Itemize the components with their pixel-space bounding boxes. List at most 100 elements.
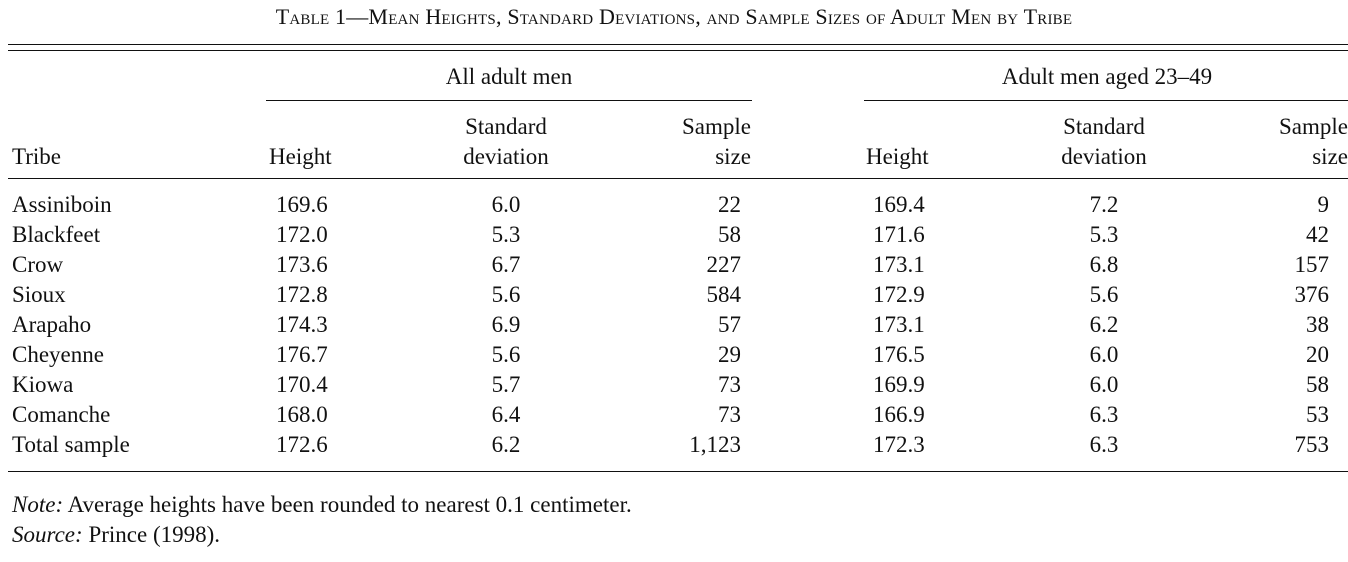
- cell-n-all: 57: [718, 312, 741, 337]
- header-n-all: Sample size: [620, 112, 751, 172]
- cell-tribe: Total sample: [12, 432, 130, 457]
- cell-n-aged: 753: [1294, 432, 1330, 457]
- cell-sd-all: 6.2: [491, 432, 521, 457]
- cell-sd-all: 5.7: [491, 372, 521, 397]
- table-row: Cheyenne 176.7 5.6 29 176.5 6.0 20: [0, 340, 1348, 370]
- cell-n-all: 73: [718, 402, 741, 427]
- table-notes: Note: Average heights have been rounded …: [12, 490, 632, 550]
- bottom-rule: [8, 471, 1348, 472]
- table-row: Assiniboin 169.6 6.0 22 169.4 7.2 9: [0, 190, 1348, 220]
- cell-height-aged: 173.1: [873, 312, 925, 337]
- table-row: Arapaho 174.3 6.9 57 173.1 6.2 38: [0, 310, 1348, 340]
- note-label: Note:: [12, 492, 64, 517]
- cell-n-all: 73: [718, 372, 741, 397]
- header-sd-aged-line1: Standard: [1063, 114, 1145, 139]
- note-line: Note: Average heights have been rounded …: [12, 490, 632, 520]
- cell-tribe: Blackfeet: [12, 222, 101, 247]
- cell-tribe: Assiniboin: [12, 192, 112, 217]
- cell-n-aged: 53: [1306, 402, 1329, 427]
- header-n-all-line2: size: [715, 144, 751, 169]
- cell-n-all: 1,123: [689, 432, 741, 457]
- cell-height-all: 174.3: [276, 312, 328, 337]
- table-row: Sioux 172.8 5.6 584 172.9 5.6 376: [0, 280, 1348, 310]
- table-row: Kiowa 170.4 5.7 73 169.9 6.0 58: [0, 370, 1348, 400]
- table-row: Blackfeet 172.0 5.3 58 171.6 5.3 42: [0, 220, 1348, 250]
- cell-sd-all: 6.9: [491, 312, 521, 337]
- cell-height-all: 169.6: [276, 192, 328, 217]
- cell-n-all: 58: [718, 222, 741, 247]
- cell-sd-all: 5.6: [491, 342, 521, 367]
- cell-height-all: 173.6: [276, 252, 328, 277]
- cell-n-aged: 20: [1306, 342, 1329, 367]
- header-n-aged-line2: size: [1312, 144, 1348, 169]
- cell-n-aged: 9: [1317, 192, 1330, 217]
- cell-n-all: 584: [706, 282, 742, 307]
- source-text: Prince (1998).: [82, 522, 221, 547]
- cell-n-aged: 58: [1306, 372, 1329, 397]
- cell-height-all: 176.7: [276, 342, 328, 367]
- cell-sd-all: 5.6: [491, 282, 521, 307]
- cell-height-aged: 172.3: [873, 432, 925, 457]
- cell-sd-all: 6.4: [491, 402, 521, 427]
- table-row-total: Total sample 172.6 6.2 1,123 172.3 6.3 7…: [0, 430, 1348, 460]
- top-rule-1: [8, 44, 1348, 45]
- table-row: Comanche 168.0 6.4 73 166.9 6.3 53: [0, 400, 1348, 430]
- group-underline-all: [266, 100, 752, 101]
- cell-n-all: 227: [706, 252, 742, 277]
- top-rule-2: [8, 50, 1348, 51]
- cell-tribe: Crow: [12, 252, 64, 277]
- header-sd-all-line1: Standard: [465, 114, 547, 139]
- cell-sd-aged: 6.2: [1089, 312, 1119, 337]
- cell-sd-all: 5.3: [491, 222, 521, 247]
- cell-height-aged: 176.5: [873, 342, 925, 367]
- header-rule: [8, 178, 1348, 179]
- cell-n-aged: 42: [1306, 222, 1329, 247]
- cell-n-all: 22: [718, 192, 741, 217]
- cell-sd-aged: 6.0: [1089, 372, 1119, 397]
- group-label-aged: Adult men aged 23–49: [1001, 64, 1213, 89]
- cell-n-aged: 38: [1306, 312, 1329, 337]
- header-sd-all: Standard deviation: [436, 112, 576, 172]
- cell-sd-aged: 6.8: [1089, 252, 1119, 277]
- cell-sd-aged: 6.0: [1089, 342, 1119, 367]
- cell-height-all: 172.6: [276, 432, 328, 457]
- header-height-all: Height: [269, 144, 332, 169]
- source-line: Source: Prince (1998).: [12, 520, 632, 550]
- cell-sd-aged: 6.3: [1089, 402, 1119, 427]
- cell-height-all: 172.8: [276, 282, 328, 307]
- table-caption: Table 1—Mean Heights, Standard Deviation…: [275, 4, 1073, 29]
- cell-sd-aged: 7.2: [1089, 192, 1119, 217]
- group-underline-aged: [864, 100, 1348, 101]
- cell-height-aged: 171.6: [873, 222, 925, 247]
- cell-sd-aged: 5.3: [1089, 222, 1119, 247]
- cell-tribe: Comanche: [12, 402, 111, 427]
- cell-sd-aged: 6.3: [1089, 432, 1119, 457]
- cell-height-aged: 169.4: [873, 192, 925, 217]
- cell-height-aged: 166.9: [873, 402, 925, 427]
- header-sd-all-line2: deviation: [463, 144, 549, 169]
- cell-height-all: 172.0: [276, 222, 328, 247]
- cell-tribe: Arapaho: [12, 312, 92, 337]
- header-sd-aged: Standard deviation: [1034, 112, 1174, 172]
- cell-sd-all: 6.7: [491, 252, 521, 277]
- cell-tribe: Kiowa: [12, 372, 74, 397]
- source-label: Source:: [12, 522, 83, 547]
- header-n-aged-line1: Sample: [1279, 114, 1348, 139]
- cell-sd-all: 6.0: [491, 192, 521, 217]
- cell-height-aged: 172.9: [873, 282, 925, 307]
- group-label-all: All adult men: [445, 64, 573, 89]
- header-n-all-line1: Sample: [682, 114, 751, 139]
- cell-n-aged: 157: [1294, 252, 1330, 277]
- header-tribe: Tribe: [12, 144, 61, 169]
- cell-tribe: Cheyenne: [12, 342, 104, 367]
- cell-height-aged: 169.9: [873, 372, 925, 397]
- cell-sd-aged: 5.6: [1089, 282, 1119, 307]
- cell-n-aged: 376: [1294, 282, 1330, 307]
- table-row: Crow 173.6 6.7 227 173.1 6.8 157: [0, 250, 1348, 280]
- header-height-aged: Height: [866, 144, 929, 169]
- header-sd-aged-line2: deviation: [1061, 144, 1147, 169]
- cell-height-all: 168.0: [276, 402, 328, 427]
- cell-n-all: 29: [718, 342, 741, 367]
- cell-height-all: 170.4: [276, 372, 328, 397]
- cell-tribe: Sioux: [12, 282, 66, 307]
